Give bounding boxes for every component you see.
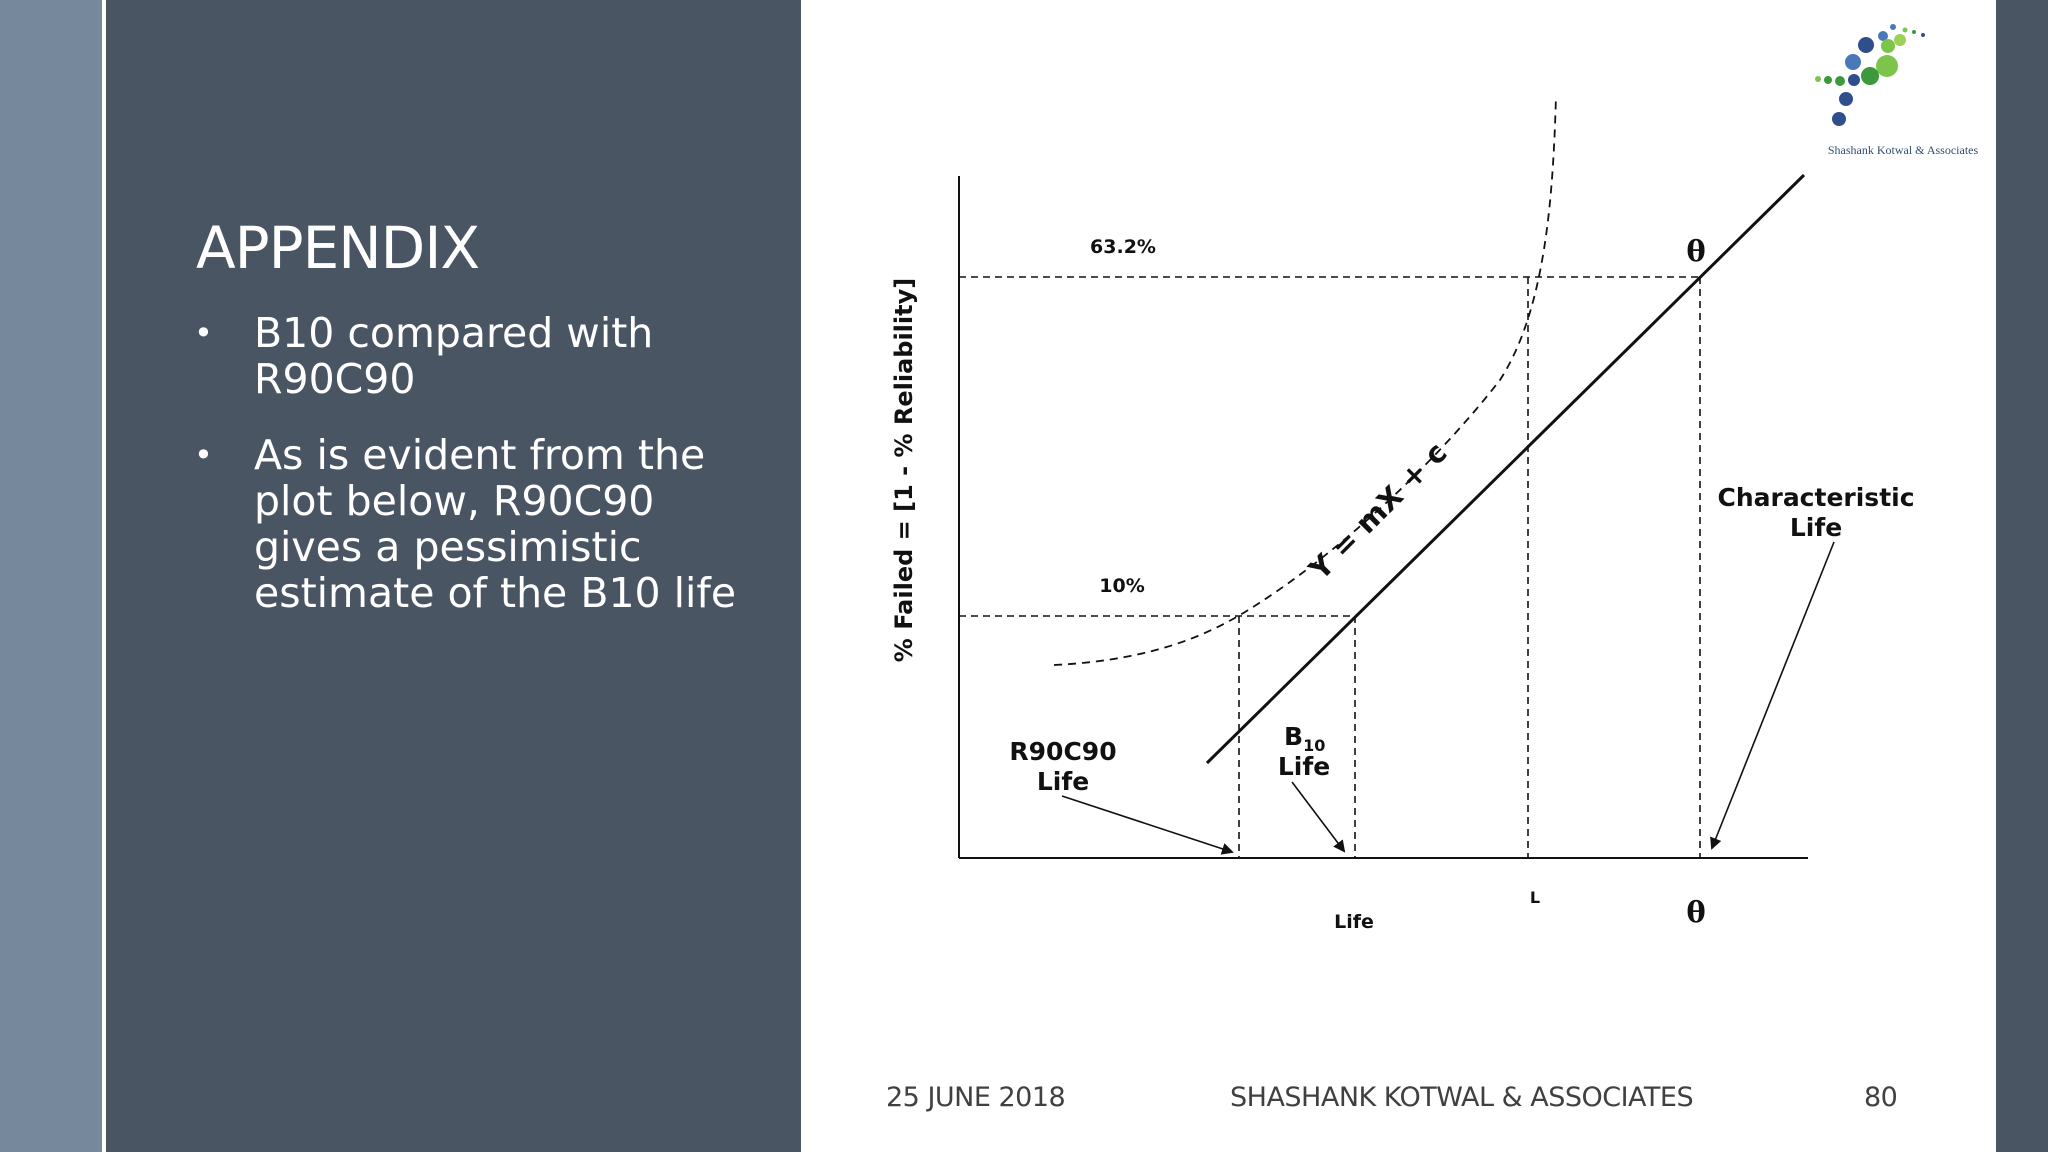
l-marker-label: L xyxy=(1530,888,1540,907)
right-accent-strip xyxy=(1996,0,2048,1152)
b10-arrow xyxy=(1291,781,1346,853)
characteristic-label-line1: Characteristic xyxy=(1717,483,1914,512)
level-63-label: 63.2% xyxy=(1090,236,1156,258)
b10-label-line2: Life xyxy=(1278,752,1330,781)
characteristic-arrow xyxy=(1710,541,1835,850)
bullet-glyph: • xyxy=(194,314,213,352)
left-accent-strip xyxy=(0,0,102,1152)
r90c90-label-line1: R90C90 xyxy=(1009,737,1116,766)
footer-date: 25 JUNE 2018 xyxy=(886,1082,1066,1113)
bullet-text: As is evident from the plot below, R90C9… xyxy=(254,431,737,617)
bullet-item: • B10 compared with R90C90 xyxy=(190,310,750,402)
r90c90-confidence-curve xyxy=(1053,95,1557,666)
bullet-glyph: • xyxy=(194,436,213,474)
left-text-panel xyxy=(106,0,801,1152)
b10-label-letter: B xyxy=(1284,722,1303,751)
footer-page-number: 80 xyxy=(1864,1082,1898,1113)
theta-top-label: θ xyxy=(1686,234,1705,268)
characteristic-label-line2: Life xyxy=(1790,513,1842,542)
logo-text: Shashank Kotwal & Associates xyxy=(1827,143,1979,157)
b10-label-subscript: 10 xyxy=(1303,736,1325,755)
theta-bottom-label: θ xyxy=(1686,895,1705,929)
line-equation-label: Y = mX + c xyxy=(1302,435,1454,587)
y-axis-label: % Failed = [1 - % Reliability] xyxy=(890,278,918,662)
slide-title: APPENDIX xyxy=(196,214,480,282)
bullet-text: B10 compared with R90C90 xyxy=(254,309,654,403)
b10-label-main: B10 xyxy=(1284,722,1325,755)
weibull-fit-line xyxy=(1205,173,1806,765)
r90c90-arrow xyxy=(1061,795,1234,855)
company-logo: Shashank Kotwal & Associates xyxy=(1808,18,1998,163)
x-axis-label: Life xyxy=(1334,911,1374,933)
footer-company: SHASHANK KOTWAL & ASSOCIATES xyxy=(1230,1082,1694,1113)
bullet-item: • As is evident from the plot below, R90… xyxy=(190,432,750,616)
bullet-list: • B10 compared with R90C90 • As is evide… xyxy=(190,310,750,646)
accent-divider xyxy=(102,0,106,1152)
level-10-label: 10% xyxy=(1099,575,1144,597)
r90c90-label-line2: Life xyxy=(1037,767,1089,796)
dots-logo-icon xyxy=(1815,24,1925,126)
